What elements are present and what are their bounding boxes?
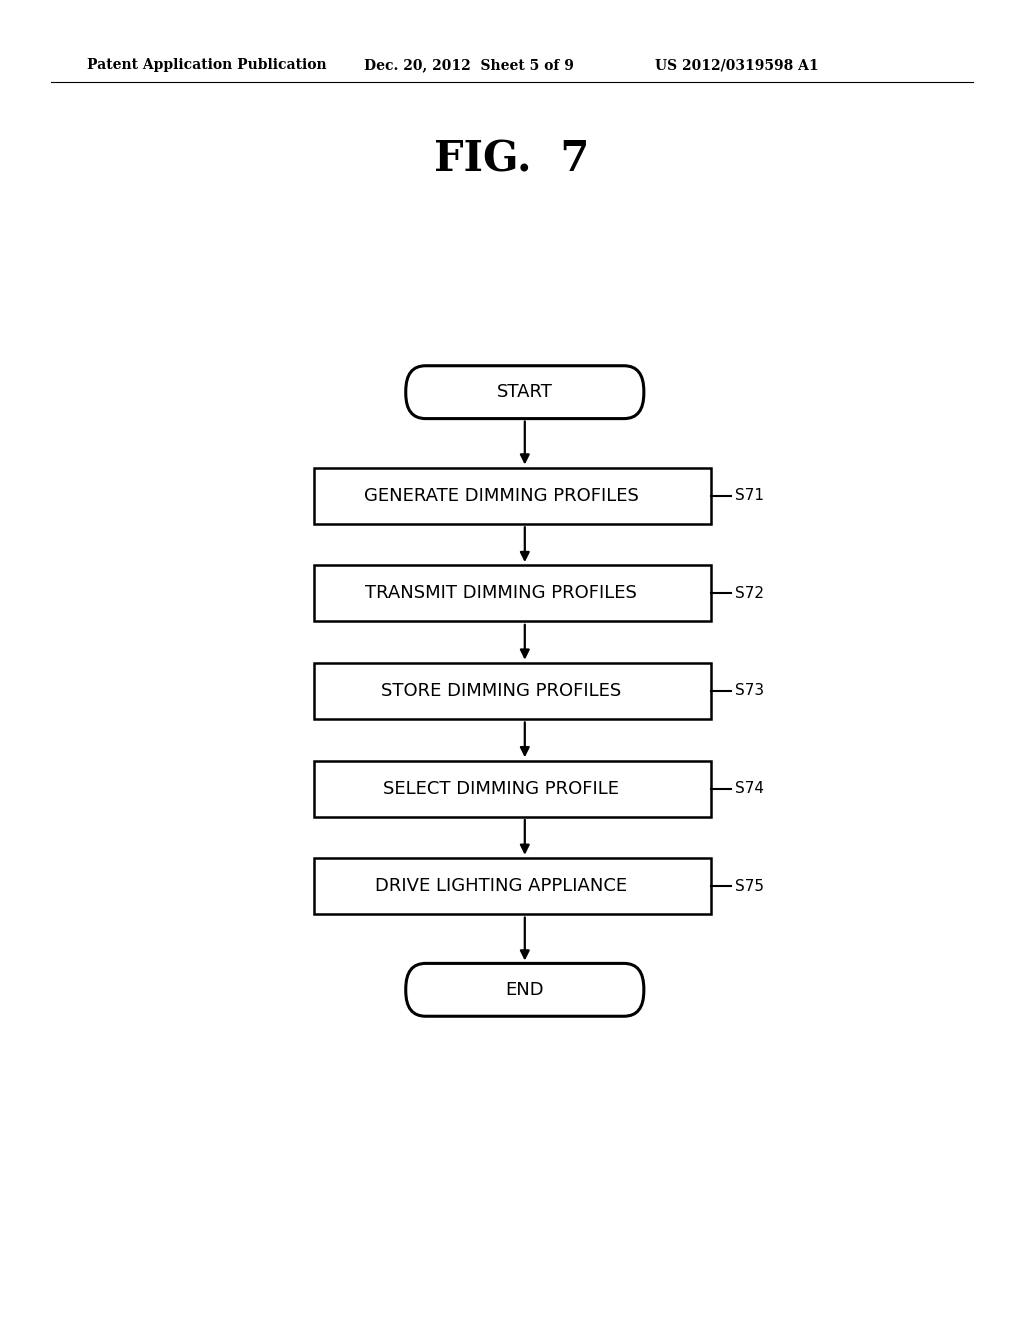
Text: END: END <box>506 981 544 999</box>
Text: Patent Application Publication: Patent Application Publication <box>87 58 327 73</box>
Text: S71: S71 <box>735 488 764 503</box>
FancyBboxPatch shape <box>314 565 712 622</box>
Text: TRANSMIT DIMMING PROFILES: TRANSMIT DIMMING PROFILES <box>365 585 637 602</box>
Text: S73: S73 <box>735 684 764 698</box>
Text: Dec. 20, 2012  Sheet 5 of 9: Dec. 20, 2012 Sheet 5 of 9 <box>364 58 573 73</box>
FancyBboxPatch shape <box>406 964 644 1016</box>
Text: FIG.  7: FIG. 7 <box>434 139 590 181</box>
FancyBboxPatch shape <box>314 663 712 719</box>
FancyBboxPatch shape <box>314 467 712 524</box>
Text: DRIVE LIGHTING APPLIANCE: DRIVE LIGHTING APPLIANCE <box>375 878 627 895</box>
FancyBboxPatch shape <box>314 760 712 817</box>
FancyBboxPatch shape <box>314 858 712 913</box>
Text: STORE DIMMING PROFILES: STORE DIMMING PROFILES <box>381 682 622 700</box>
Text: S75: S75 <box>735 879 764 894</box>
Text: START: START <box>497 383 553 401</box>
FancyBboxPatch shape <box>406 366 644 418</box>
Text: US 2012/0319598 A1: US 2012/0319598 A1 <box>655 58 819 73</box>
Text: GENERATE DIMMING PROFILES: GENERATE DIMMING PROFILES <box>364 487 638 504</box>
Text: SELECT DIMMING PROFILE: SELECT DIMMING PROFILE <box>383 780 618 797</box>
Text: S74: S74 <box>735 781 764 796</box>
Text: S72: S72 <box>735 586 764 601</box>
